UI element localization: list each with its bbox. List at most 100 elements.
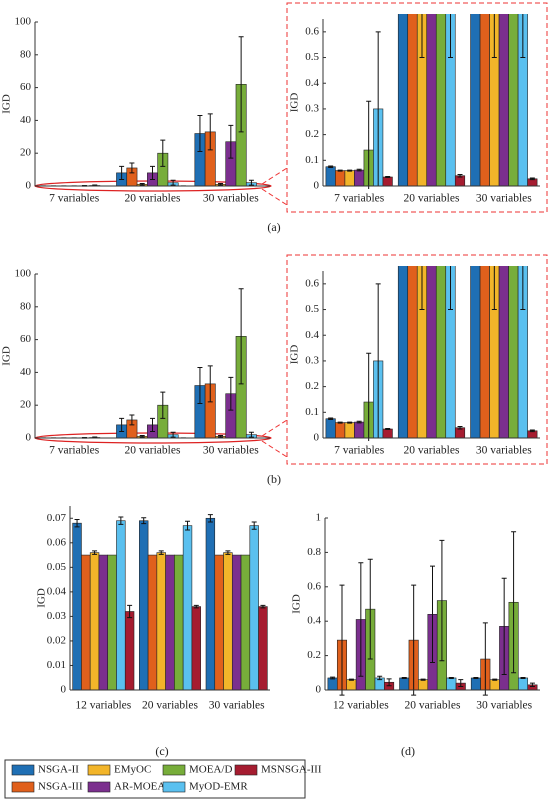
bar bbox=[107, 554, 117, 691]
error-bar bbox=[385, 427, 391, 431]
error-bar bbox=[248, 179, 254, 186]
bar bbox=[344, 422, 355, 439]
bar bbox=[240, 554, 251, 691]
bar bbox=[382, 176, 393, 187]
bar bbox=[98, 554, 109, 691]
y-tick-label: 0.4 bbox=[305, 77, 319, 89]
bar bbox=[335, 170, 346, 187]
bar bbox=[205, 517, 216, 691]
bar bbox=[470, 14, 481, 187]
y-tick-label: 0 bbox=[314, 180, 320, 192]
y-tick-label: 0 bbox=[61, 684, 67, 696]
error-bar bbox=[228, 376, 234, 411]
bar bbox=[139, 520, 149, 691]
x-tick-label: 30 variables bbox=[203, 193, 259, 205]
y-tick-label: 80 bbox=[20, 300, 32, 312]
y-tick-label: 80 bbox=[20, 48, 32, 60]
bar bbox=[327, 677, 338, 691]
plot-area bbox=[37, 36, 268, 187]
error-bar bbox=[92, 550, 98, 555]
error-bar bbox=[520, 676, 526, 679]
error-bar bbox=[491, 266, 497, 311]
bar bbox=[479, 14, 490, 187]
error-bar bbox=[218, 435, 224, 438]
error-bar bbox=[207, 365, 213, 403]
zoom-line bbox=[261, 419, 288, 437]
error-bar bbox=[118, 516, 124, 525]
error-bar bbox=[366, 100, 372, 189]
y-tick-label: 100 bbox=[15, 16, 32, 28]
error-bar bbox=[158, 550, 164, 555]
bar bbox=[156, 552, 166, 691]
error-bar bbox=[356, 420, 362, 424]
x-tick-label: 30 variables bbox=[476, 193, 532, 205]
legend-label: EMyOC bbox=[114, 764, 151, 776]
error-bar bbox=[473, 676, 479, 679]
y-tick-label: 0.6 bbox=[305, 277, 319, 289]
y-tick-label: 20 bbox=[20, 399, 32, 411]
error-bar bbox=[119, 165, 125, 180]
error-bar bbox=[520, 14, 526, 59]
bar bbox=[191, 606, 201, 691]
x-tick-label: 30 variables bbox=[476, 445, 532, 457]
error-bar bbox=[385, 175, 391, 179]
error-bar bbox=[448, 676, 454, 679]
x-tick-label: 20 variables bbox=[125, 445, 181, 457]
error-bar bbox=[251, 521, 257, 530]
error-bar bbox=[170, 431, 176, 438]
bar bbox=[354, 169, 365, 187]
error-bar bbox=[348, 678, 354, 681]
bar bbox=[346, 679, 357, 691]
error-bar bbox=[170, 179, 176, 186]
legend-swatch bbox=[162, 781, 186, 793]
error-bar bbox=[520, 266, 526, 311]
y-axis-label: IGD bbox=[289, 345, 301, 365]
bar bbox=[124, 611, 135, 691]
error-bar bbox=[420, 678, 426, 681]
x-tick-label: 7 variables bbox=[334, 445, 385, 457]
y-tick-label: 100 bbox=[15, 268, 32, 280]
bar bbox=[489, 679, 500, 691]
bar bbox=[72, 522, 82, 691]
y-tick-label: 0.5 bbox=[305, 303, 319, 315]
y-tick-label: 0.2 bbox=[307, 649, 321, 661]
y-tick-label: 0.06 bbox=[47, 536, 67, 548]
error-bar bbox=[386, 678, 392, 687]
y-tick-label: 0.4 bbox=[307, 615, 321, 627]
y-tick-label: 0.2 bbox=[305, 128, 319, 140]
y-tick-label: 0.03 bbox=[47, 610, 67, 622]
error-bar bbox=[439, 539, 445, 662]
zoom-box bbox=[286, 2, 548, 213]
x-tick-label: 20 variables bbox=[404, 193, 460, 205]
x-tick-label: 20 variables bbox=[405, 700, 461, 712]
zoom-line bbox=[261, 440, 288, 458]
bar bbox=[165, 554, 175, 691]
error-bar bbox=[150, 417, 155, 432]
y-tick-label: 0 bbox=[26, 432, 32, 444]
y-tick-label: 0.02 bbox=[47, 634, 66, 646]
plot-area bbox=[72, 514, 268, 691]
error-bar bbox=[337, 421, 343, 424]
bar bbox=[399, 677, 410, 691]
error-bar bbox=[448, 266, 454, 311]
legend-label: MOEA/D bbox=[189, 764, 232, 776]
legend-label: NSGA-III bbox=[38, 781, 83, 793]
bar bbox=[498, 14, 509, 187]
zoom-line bbox=[261, 188, 288, 206]
bar bbox=[508, 14, 519, 187]
error-bar bbox=[197, 114, 203, 153]
error-bar bbox=[74, 518, 80, 528]
caption: (a) bbox=[267, 220, 280, 234]
error-bar bbox=[197, 366, 203, 405]
bar bbox=[382, 428, 393, 439]
y-axis-label: IGD bbox=[289, 93, 301, 113]
legend-swatch bbox=[11, 781, 35, 793]
y-tick-label: 0.5 bbox=[305, 51, 319, 63]
y-tick-label: 0.04 bbox=[47, 585, 67, 597]
error-bar bbox=[260, 604, 266, 609]
caption: (b) bbox=[267, 472, 281, 486]
bar bbox=[354, 421, 365, 439]
error-bar bbox=[193, 604, 199, 609]
y-axis-label: IGD bbox=[1, 94, 13, 114]
error-bar bbox=[419, 14, 425, 59]
